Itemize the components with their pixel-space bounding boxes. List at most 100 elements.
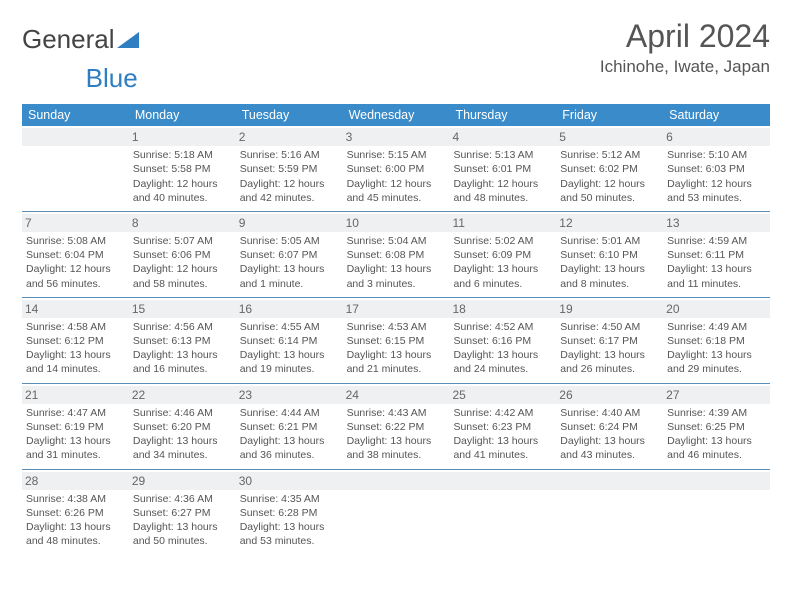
day-cell: 16Sunrise: 4:55 AMSunset: 6:14 PMDayligh… bbox=[236, 298, 343, 383]
day-number: 10 bbox=[343, 214, 450, 232]
daylight1-text: Daylight: 12 hours bbox=[133, 177, 232, 191]
daylight1-text: Daylight: 12 hours bbox=[240, 177, 339, 191]
day-number: . bbox=[22, 128, 129, 146]
sunrise-text: Sunrise: 5:01 AM bbox=[560, 234, 659, 248]
day-number: 7 bbox=[22, 214, 129, 232]
sunset-text: Sunset: 6:15 PM bbox=[347, 334, 446, 348]
sunset-text: Sunset: 6:27 PM bbox=[133, 506, 232, 520]
daylight1-text: Daylight: 12 hours bbox=[560, 177, 659, 191]
day-number: 30 bbox=[236, 472, 343, 490]
daylight1-text: Daylight: 13 hours bbox=[453, 348, 552, 362]
daylight1-text: Daylight: 13 hours bbox=[133, 520, 232, 534]
day-cell: 25Sunrise: 4:42 AMSunset: 6:23 PMDayligh… bbox=[449, 384, 556, 469]
day-number: 14 bbox=[22, 300, 129, 318]
day-cell: 27 Sunrise: 4:39 AMSunset: 6:25 PMDayligh… bbox=[663, 384, 770, 469]
day-cell: 20Sunrise: 4:49 AMSunset: 6:18 PMDayligh… bbox=[663, 298, 770, 383]
day-number: . bbox=[556, 472, 663, 490]
day-number: 5 bbox=[556, 128, 663, 146]
sunset-text: Sunset: 6:22 PM bbox=[347, 420, 446, 434]
daylight1-text: Daylight: 13 hours bbox=[133, 348, 232, 362]
day-number: 17 bbox=[343, 300, 450, 318]
sunset-text: Sunset: 6:01 PM bbox=[453, 162, 552, 176]
sunrise-text: Sunrise: 4:43 AM bbox=[347, 406, 446, 420]
day-number: . bbox=[343, 472, 450, 490]
daylight1-text: Daylight: 13 hours bbox=[347, 434, 446, 448]
sunrise-text: Sunrise: 4:36 AM bbox=[133, 492, 232, 506]
sunrise-text: Sunrise: 5:07 AM bbox=[133, 234, 232, 248]
daylight2-text: and 8 minutes. bbox=[560, 277, 659, 291]
daylight2-text: and 36 minutes. bbox=[240, 448, 339, 462]
day-number: 12 bbox=[556, 214, 663, 232]
day-number: 23 bbox=[236, 386, 343, 404]
sunset-text: Sunset: 6:25 PM bbox=[667, 420, 766, 434]
day-cell: 8Sunrise: 5:07 AMSunset: 6:06 PMDaylight… bbox=[129, 212, 236, 297]
daylight2-text: and 50 minutes. bbox=[560, 191, 659, 205]
daylight2-text: and 26 minutes. bbox=[560, 362, 659, 376]
logo-triangle-icon bbox=[117, 30, 139, 50]
daylight1-text: Daylight: 13 hours bbox=[347, 348, 446, 362]
day-number: 2 bbox=[236, 128, 343, 146]
day-number: 6 bbox=[663, 128, 770, 146]
daylight1-text: Daylight: 13 hours bbox=[26, 348, 125, 362]
dayheader-sun: Sunday bbox=[22, 104, 129, 126]
daylight2-text: and 1 minute. bbox=[240, 277, 339, 291]
sunrise-text: Sunrise: 4:52 AM bbox=[453, 320, 552, 334]
day-number: 16 bbox=[236, 300, 343, 318]
daylight1-text: Daylight: 13 hours bbox=[240, 434, 339, 448]
sunrise-text: Sunrise: 4:40 AM bbox=[560, 406, 659, 420]
day-cell: 12Sunrise: 5:01 AMSunset: 6:10 PMDayligh… bbox=[556, 212, 663, 297]
day-number: 27 bbox=[663, 386, 770, 404]
brand-part1: General bbox=[22, 24, 115, 55]
week-row: 7Sunrise: 5:08 AMSunset: 6:04 PMDaylight… bbox=[22, 211, 770, 297]
daylight2-text: and 11 minutes. bbox=[667, 277, 766, 291]
dayheader-sat: Saturday bbox=[663, 104, 770, 126]
sunrise-text: Sunrise: 5:04 AM bbox=[347, 234, 446, 248]
daylight2-text: and 19 minutes. bbox=[240, 362, 339, 376]
sunrise-text: Sunrise: 4:42 AM bbox=[453, 406, 552, 420]
week-row: 21Sunrise: 4:47 AMSunset: 6:19 PMDayligh… bbox=[22, 383, 770, 469]
week-row: 28 Sunrise: 4:38 AMSunset: 6:26 PM Dayligh… bbox=[22, 469, 770, 555]
daylight1-text: Daylight: 13 hours bbox=[26, 434, 125, 448]
day-cell: 4Sunrise: 5:13 AMSunset: 6:01 PMDaylight… bbox=[449, 126, 556, 211]
day-headers: Sunday Monday Tuesday Wednesday Thursday… bbox=[22, 104, 770, 126]
sunrise-text: Sunrise: 4:39 AM bbox=[667, 406, 766, 420]
sunrise-text: Sunrise: 4:38 AM bbox=[26, 492, 125, 506]
day-cell: 1Sunrise: 5:18 AMSunset: 5:58 PMDaylight… bbox=[129, 126, 236, 211]
day-cell: 7Sunrise: 5:08 AMSunset: 6:04 PMDaylight… bbox=[22, 212, 129, 297]
day-cell: . bbox=[556, 470, 663, 555]
daylight2-text: and 56 minutes. bbox=[26, 277, 125, 291]
daylight1-text: Daylight: 13 hours bbox=[453, 262, 552, 276]
day-number: 26 bbox=[556, 386, 663, 404]
daylight2-text: and 58 minutes. bbox=[133, 277, 232, 291]
dayheader-fri: Friday bbox=[556, 104, 663, 126]
daylight2-text: and 31 minutes. bbox=[26, 448, 125, 462]
day-number: . bbox=[663, 472, 770, 490]
sunset-text: Sunset: 6:16 PM bbox=[453, 334, 552, 348]
daylight1-text: Daylight: 12 hours bbox=[667, 177, 766, 191]
daylight1-text: Daylight: 13 hours bbox=[667, 434, 766, 448]
sunrise-text: Sunrise: 4:53 AM bbox=[347, 320, 446, 334]
sunset-text: Sunset: 6:00 PM bbox=[347, 162, 446, 176]
daylight1-text: Daylight: 13 hours bbox=[560, 434, 659, 448]
week-row: .1Sunrise: 5:18 AMSunset: 5:58 PMDayligh… bbox=[22, 126, 770, 211]
sunset-text: Sunset: 6:21 PM bbox=[240, 420, 339, 434]
day-number: 15 bbox=[129, 300, 236, 318]
daylight1-text: Daylight: 13 hours bbox=[667, 262, 766, 276]
sunrise-text: Sunrise: 4:50 AM bbox=[560, 320, 659, 334]
day-number: . bbox=[449, 472, 556, 490]
sunrise-text: Sunrise: 5:12 AM bbox=[560, 148, 659, 162]
day-number: 9 bbox=[236, 214, 343, 232]
day-cell: 11Sunrise: 5:02 AMSunset: 6:09 PMDayligh… bbox=[449, 212, 556, 297]
dayheader-mon: Monday bbox=[129, 104, 236, 126]
sunrise-text: Sunrise: 4:59 AM bbox=[667, 234, 766, 248]
dayheader-wed: Wednesday bbox=[343, 104, 450, 126]
sunset-text: Sunset: 6:26 PM bbox=[26, 506, 125, 520]
daylight1-text: Daylight: 13 hours bbox=[133, 434, 232, 448]
daylight1-text: Daylight: 12 hours bbox=[133, 262, 232, 276]
daylight2-text: and 3 minutes. bbox=[347, 277, 446, 291]
sunset-text: Sunset: 6:17 PM bbox=[560, 334, 659, 348]
day-number: 20 bbox=[663, 300, 770, 318]
day-number: 28 bbox=[22, 472, 129, 490]
daylight2-text: and 34 minutes. bbox=[133, 448, 232, 462]
daylight1-text: Daylight: 12 hours bbox=[453, 177, 552, 191]
